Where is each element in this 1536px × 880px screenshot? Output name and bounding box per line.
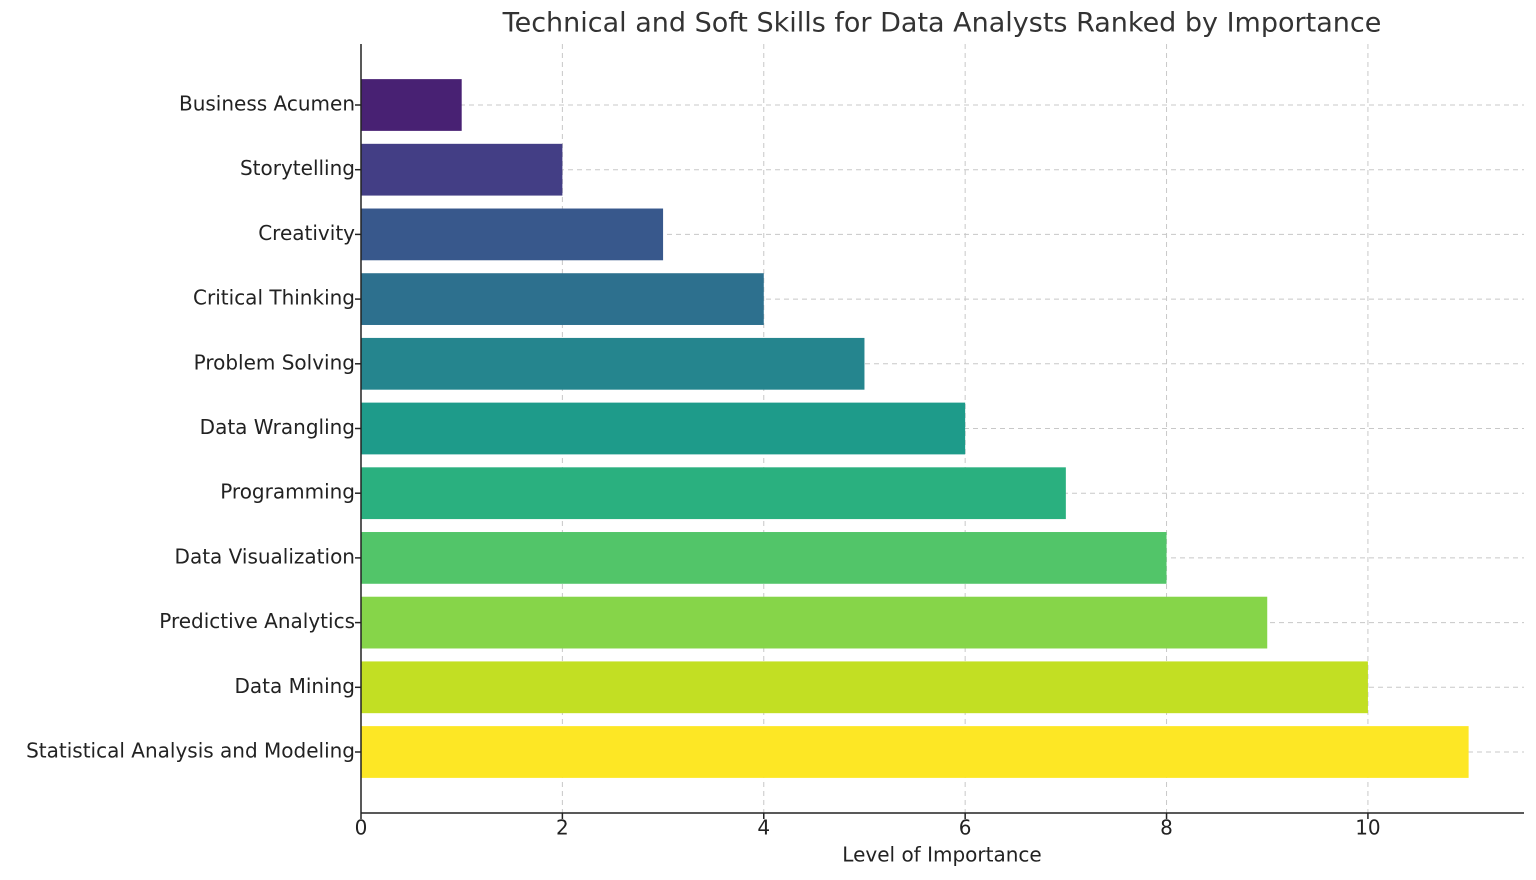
y-tick-label: Creativity (258, 221, 355, 245)
bar (361, 208, 664, 261)
bar (361, 79, 462, 131)
y-tick-label: Business Acumen (179, 92, 355, 116)
bar (361, 402, 966, 455)
bar (361, 143, 563, 196)
y-tick-label: Data Mining (234, 674, 355, 698)
y-tick-label: Statistical Analysis and Modeling (26, 739, 355, 763)
bar (361, 661, 1368, 714)
chart-title: Technical and Soft Skills for Data Analy… (502, 8, 1382, 39)
y-tick-label: Problem Solving (194, 350, 355, 374)
y-tick-label: Data Wrangling (200, 415, 355, 439)
bar (361, 467, 1066, 520)
bar (361, 337, 865, 390)
x-tick-label: 0 (355, 816, 368, 840)
y-tick-label: Predictive Analytics (159, 609, 355, 633)
x-tick-label: 2 (556, 816, 569, 840)
x-tick-label: 8 (1160, 816, 1173, 840)
y-tick-label: Critical Thinking (193, 286, 355, 310)
bar (361, 726, 1469, 778)
bar (361, 596, 1268, 649)
y-tick-label: Data Visualization (175, 544, 355, 568)
bar (361, 532, 1167, 584)
x-axis-label: Level of Importance (842, 843, 1041, 867)
y-tick-label: Programming (220, 480, 355, 504)
x-tick-label: 6 (959, 816, 972, 840)
x-tick-label: 10 (1355, 816, 1380, 840)
x-tick-label: 4 (757, 816, 770, 840)
bar (361, 273, 764, 325)
y-tick-label: Storytelling (240, 156, 355, 180)
